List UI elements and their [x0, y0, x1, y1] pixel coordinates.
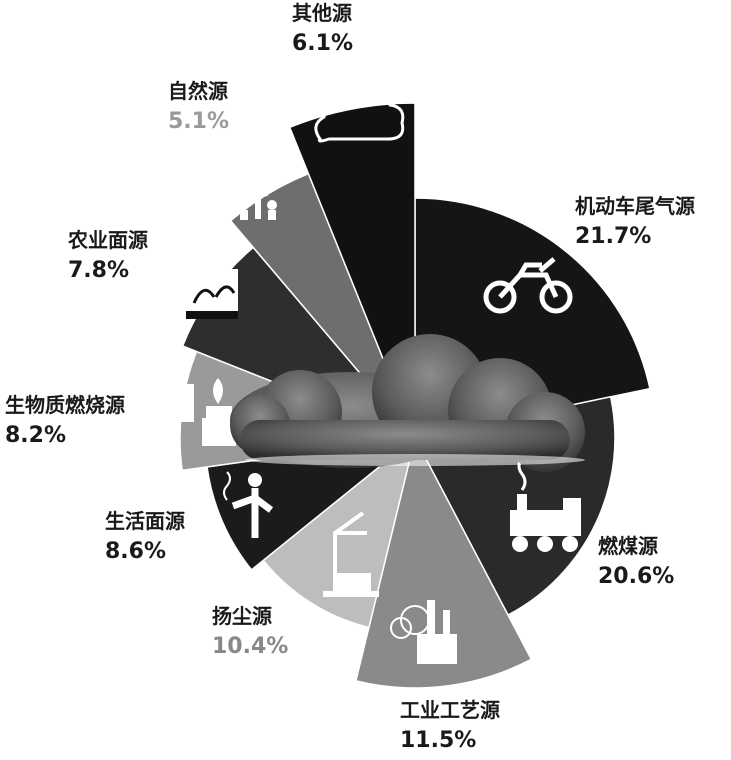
smoking-person-icon — [223, 471, 274, 538]
slice-value-3: 10.4% — [212, 634, 288, 659]
slice-label-5: 生物质燃烧源 — [5, 393, 125, 417]
crane-icon — [323, 511, 379, 597]
motorcycle-icon — [483, 257, 573, 314]
slice-value-2: 11.5% — [400, 728, 476, 753]
slice-value-1: 20.6% — [598, 564, 674, 589]
slice-label-1: 燃煤源 — [598, 534, 658, 558]
slice-label-3: 扬尘源 — [212, 604, 272, 628]
slice-label-7: 自然源 — [168, 79, 228, 103]
pie-slice-4 — [206, 436, 418, 571]
slice-label-0: 机动车尾气源 — [575, 194, 695, 218]
slice-labels: 机动车尾气源 21.7% 燃煤源 20.6% 工业工艺源 11.5% 扬尘源 10.4% 生活面… — [5, 1, 695, 753]
slice-value-0: 21.7% — [575, 224, 651, 249]
slice-label-4: 生活面源 — [105, 509, 185, 533]
slice-value-7: 5.1% — [168, 109, 229, 134]
cloud-icon — [314, 92, 405, 143]
tree-icon — [238, 159, 278, 220]
pie-slice-2 — [354, 435, 533, 689]
farm-field-icon — [186, 269, 238, 319]
slice-label-6: 农业面源 — [67, 228, 148, 252]
slice-value-8: 6.1% — [292, 31, 353, 56]
pie-slice-8 — [288, 102, 416, 439]
slice-icons — [180, 92, 581, 664]
slice-value-4: 8.6% — [105, 539, 166, 564]
factory-icon — [390, 600, 457, 664]
steam-train-icon — [510, 457, 581, 552]
slice-label-8: 其他源 — [292, 1, 352, 25]
center-smog-cloud-icon — [230, 334, 585, 472]
slice-label-2: 工业工艺源 — [400, 698, 500, 722]
slice-value-6: 7.8% — [68, 258, 129, 283]
slice-value-5: 8.2% — [5, 423, 66, 448]
